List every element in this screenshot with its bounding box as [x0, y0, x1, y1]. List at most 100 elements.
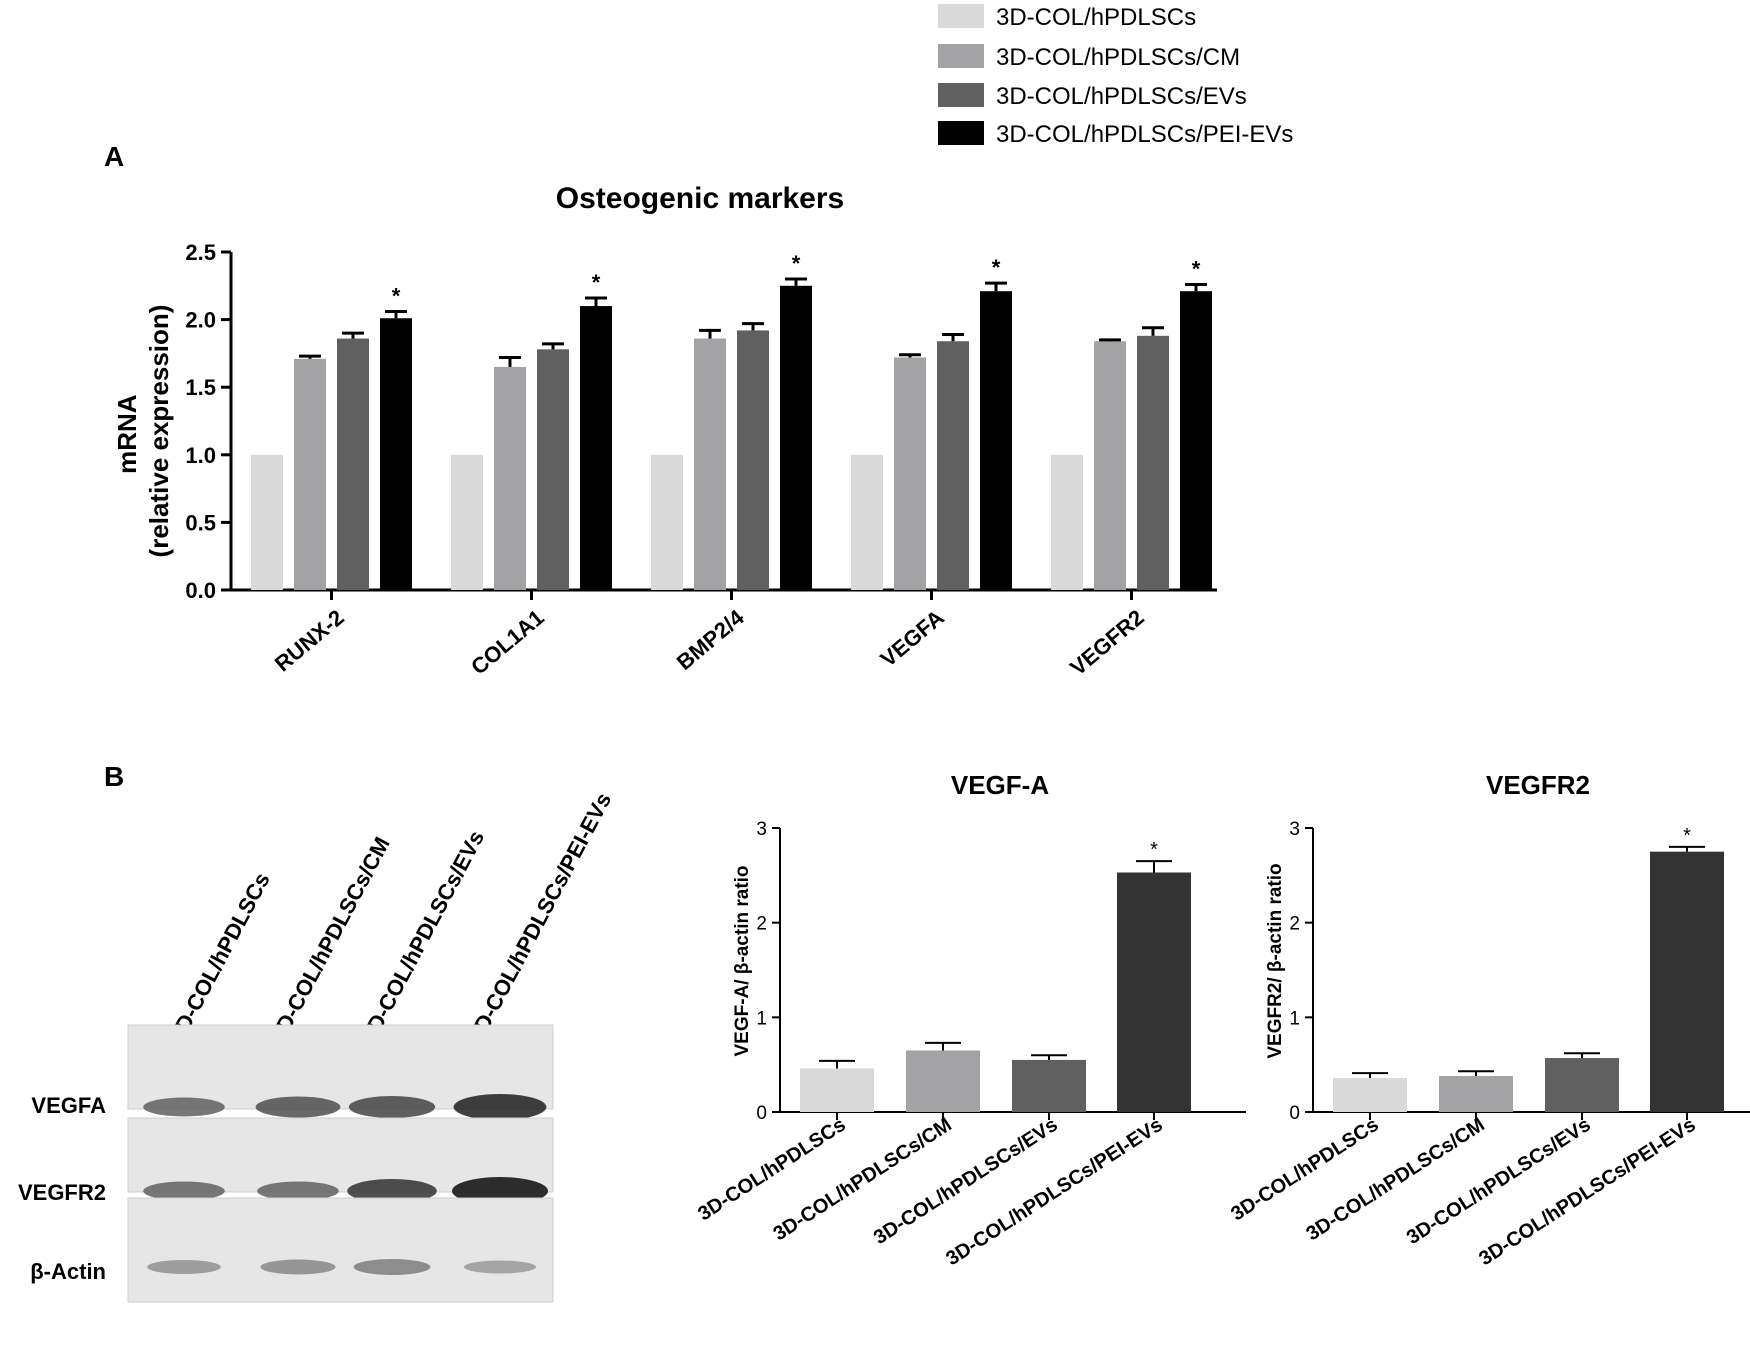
chart-b1-ytick-label: 0 [756, 1103, 767, 1124]
blot-band [257, 1181, 339, 1201]
chart-a-xtick-label: BMP2/4 [672, 604, 750, 675]
chart-b1-ylabel: VEGF-A/ β-actin ratio [732, 865, 753, 1056]
blot-band [464, 1260, 536, 1274]
legend: 3D-COL/hPDLSCs 3D-COL/hPDLSCs/CM 3D-COL/… [938, 4, 1293, 148]
chart-a-bar [937, 341, 969, 590]
chart-a-xtick-label: VEGFA [876, 605, 949, 672]
chart-b2-ytick-label: 2 [1289, 914, 1300, 935]
chart-a-bar [1137, 335, 1169, 590]
chart-b1-significance-mark: * [1150, 839, 1158, 861]
chart-a-bar [1094, 341, 1126, 590]
blot-band [147, 1260, 221, 1274]
chart-b2-ylabel: VEGFR2/ β-actin ratio [1265, 863, 1286, 1058]
blot-strip [127, 1197, 554, 1303]
chart-a-xtick-label: COL1A1 [466, 605, 549, 680]
blot-band [353, 1259, 431, 1275]
chart-b2-xtick-label: 3D-COL/hPDLSCs/PEI-EVs [1475, 1114, 1699, 1270]
blot-row-label: VEGFA [31, 1093, 106, 1118]
chart-b1-bar [906, 1050, 980, 1112]
chart-b2-bar [1545, 1058, 1619, 1112]
chart-a-bar [1180, 291, 1212, 590]
chart-b2-bar [1650, 851, 1724, 1112]
legend-label-2: 3D-COL/hPDLSCs/EVs [996, 83, 1247, 110]
chart-a-ytick-label: 2.0 [185, 308, 216, 333]
chart-a-significance-mark: * [1192, 256, 1201, 281]
blot-band [347, 1179, 437, 1203]
chart-b2-xtick-label: 3D-COL/hPDLSCs/CM [1302, 1114, 1488, 1246]
blot-band [255, 1096, 341, 1118]
chart-a-bar [694, 338, 726, 590]
blot-lane-label: 3D-COL/hPDLSCs/PEI-EVs [463, 789, 616, 1047]
blot-band [260, 1259, 336, 1275]
legend-swatch-0 [938, 4, 984, 28]
chart-b2-xtick-label: 3D-COL/hPDLSCs/EVs [1403, 1114, 1595, 1249]
chart-b1-xtick-label: 3D-COL/hPDLSCs/CM [769, 1114, 955, 1246]
chart-b2-title: VEGFR2 [1486, 770, 1590, 800]
western-blot: 3D-COL/hPDLSCs3D-COL/hPDLSCs/CM3D-COL/hP… [18, 789, 616, 1303]
chart-a-ytick-label: 0.0 [185, 578, 216, 603]
legend-swatch-1 [938, 44, 984, 68]
chart-a-bar [537, 349, 569, 590]
chart-a-bar [380, 318, 412, 590]
chart-b1-ytick-label: 1 [756, 1008, 767, 1029]
legend-label-1: 3D-COL/hPDLSCs/CM [996, 44, 1240, 71]
chart-a-xtick-label: RUNX-2 [270, 605, 349, 677]
chart-b2-bar [1439, 1076, 1513, 1112]
legend-swatch-3 [938, 121, 984, 145]
chart-a-significance-mark: * [992, 255, 1001, 280]
blot-row-label: β-Actin [30, 1259, 106, 1284]
chart-a-ytick-label: 2.5 [185, 240, 216, 265]
blot-band [143, 1097, 225, 1117]
chart-a-xtick-label: VEGFR2 [1065, 605, 1149, 681]
chart-b1-xtick-label: 3D-COL/hPDLSCs/EVs [870, 1114, 1062, 1249]
chart-a-bar [780, 285, 812, 590]
chart-a-ylabel-line-1: mRNA [112, 394, 142, 474]
chart-a-bar [337, 338, 369, 590]
chart-a-significance-mark: * [592, 270, 601, 295]
chart-a-bar [494, 366, 526, 590]
chart-b1-ytick-label: 3 [756, 819, 767, 840]
chart-a-bar [737, 330, 769, 590]
chart-a-significance-mark: * [792, 251, 801, 276]
chart-b2-ytick-label: 1 [1289, 1008, 1300, 1029]
chart-osteogenic-markers: Osteogenic markers mRNA (relative expres… [112, 182, 1217, 680]
blot-band [453, 1094, 547, 1120]
chart-a-bar [1051, 454, 1083, 590]
legend-swatch-2 [938, 83, 984, 107]
chart-b2-ytick-label: 3 [1289, 819, 1300, 840]
chart-a-bar [980, 291, 1012, 590]
chart-a-title: Osteogenic markers [556, 182, 844, 215]
chart-b1-ytick-label: 2 [756, 914, 767, 935]
chart-a-bar [851, 454, 883, 590]
chart-a-ytick-label: 0.5 [185, 510, 216, 535]
legend-label-3: 3D-COL/hPDLSCs/PEI-EVs [996, 121, 1293, 148]
blot-row-label: VEGFR2 [18, 1180, 106, 1205]
legend-label-0: 3D-COL/hPDLSCs [996, 4, 1196, 31]
chart-b1-bar [1012, 1059, 1086, 1112]
chart-a-ylabel: mRNA (relative expression) [112, 305, 174, 558]
chart-b1-bar [800, 1068, 874, 1112]
panel-a-letter: A [104, 141, 124, 172]
chart-a-bar [251, 454, 283, 590]
chart-b2-ytick-label: 0 [1289, 1103, 1300, 1124]
chart-vegf-a: VEGF-A VEGF-A/ β-actin ratio 0 1 2 3 3D-COL/… [694, 770, 1246, 1270]
chart-a-ytick-label: 1.0 [185, 443, 216, 468]
chart-a-ylabel-line-2: (relative expression) [144, 305, 174, 558]
panel-b-letter: B [104, 761, 124, 792]
chart-b2-significance-mark: * [1683, 825, 1691, 847]
blot-band [348, 1096, 436, 1118]
chart-b2-bar [1333, 1077, 1407, 1112]
chart-vegfr2: VEGFR2 VEGFR2/ β-actin ratio 0 1 2 3 3D-COL/… [1227, 770, 1750, 1270]
chart-a-significance-mark: * [392, 283, 401, 308]
chart-a-bar [894, 357, 926, 590]
chart-b1-title: VEGF-A [951, 770, 1049, 800]
blot-band [143, 1181, 225, 1201]
chart-a-bar [294, 358, 326, 590]
chart-a-bar [580, 306, 612, 590]
chart-a-bar [451, 454, 483, 590]
chart-b1-xtick-label: 3D-COL/hPDLSCs/PEI-EVs [942, 1114, 1166, 1270]
chart-a-ytick-label: 1.5 [185, 375, 216, 400]
chart-a-bar [651, 454, 683, 590]
blot-lane-label: 3D-COL/hPDLSCs [164, 868, 274, 1046]
